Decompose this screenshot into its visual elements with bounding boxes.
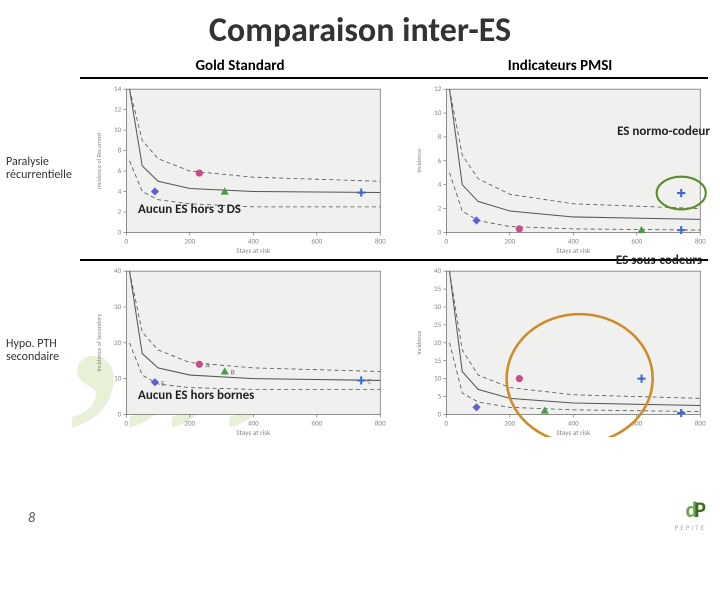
overlay-aucun-3ds: Aucun ES hors 3 DS <box>138 202 241 217</box>
svg-text:20: 20 <box>434 338 442 347</box>
svg-text:Incidence of Recurrent: Incidence of Recurrent <box>95 133 103 189</box>
slide-title: Comparaison inter-ES <box>0 0 720 51</box>
svg-text:200: 200 <box>184 237 195 246</box>
svg-text:C: C <box>367 377 371 386</box>
svg-text:Stays at risk: Stays at risk <box>236 246 271 255</box>
svg-text:600: 600 <box>311 419 322 428</box>
svg-text:40: 40 <box>434 266 442 275</box>
svg-text:30: 30 <box>434 302 442 311</box>
svg-text:800: 800 <box>695 237 706 246</box>
svg-text:2: 2 <box>438 204 442 213</box>
svg-text:0: 0 <box>438 228 442 237</box>
svg-text:0: 0 <box>125 237 129 246</box>
svg-text:6: 6 <box>118 166 122 175</box>
svg-text:20: 20 <box>114 338 122 347</box>
svg-text:Incidence: Incidence <box>415 331 423 355</box>
column-header-left: Gold Standard <box>80 57 400 77</box>
svg-text:400: 400 <box>248 419 259 428</box>
svg-text:0: 0 <box>438 410 442 419</box>
row-label-1: Paralysie récurrentielle <box>0 79 80 259</box>
svg-text:0: 0 <box>118 410 122 419</box>
svg-text:E: E <box>161 378 165 387</box>
svg-text:4: 4 <box>438 180 442 189</box>
svg-text:14: 14 <box>114 84 122 93</box>
svg-text:2: 2 <box>118 207 122 216</box>
svg-text:400: 400 <box>568 237 579 246</box>
overlay-sous: ES sous-codeurs <box>616 253 702 268</box>
svg-text:25: 25 <box>434 320 442 329</box>
svg-text:600: 600 <box>311 237 322 246</box>
svg-text:10: 10 <box>434 374 442 383</box>
svg-text:200: 200 <box>184 419 195 428</box>
svg-text:Stays at risk: Stays at risk <box>556 246 591 255</box>
svg-text:Stays at risk: Stays at risk <box>236 428 271 437</box>
overlay-normo: ES normo-codeur <box>617 124 710 139</box>
svg-text:8: 8 <box>438 132 442 141</box>
svg-text:0: 0 <box>125 419 129 428</box>
chart-top-right: 0 2 4 6 8 10 12 0 200 400 600 800 Stays at risk Incid… <box>408 83 712 255</box>
svg-text:12: 12 <box>434 84 442 93</box>
svg-text:400: 400 <box>568 419 579 428</box>
svg-text:0: 0 <box>118 228 122 237</box>
svg-text:15: 15 <box>434 356 442 365</box>
svg-text:Incidence: Incidence <box>415 149 423 173</box>
logo: dP PEPITE <box>675 496 706 532</box>
svg-text:12: 12 <box>114 105 122 114</box>
svg-text:5: 5 <box>438 392 442 401</box>
svg-text:0: 0 <box>445 237 449 246</box>
svg-text:6: 6 <box>438 156 442 165</box>
row-label-2: Hypo. PTH secondaire <box>0 261 80 441</box>
svg-text:10: 10 <box>434 108 442 117</box>
svg-text:35: 35 <box>434 284 442 293</box>
svg-text:800: 800 <box>375 237 386 246</box>
svg-text:4: 4 <box>118 187 122 196</box>
svg-text:200: 200 <box>504 237 515 246</box>
svg-text:Stays at risk: Stays at risk <box>556 428 591 437</box>
svg-text:200: 200 <box>504 419 515 428</box>
svg-text:Incidence of Secondary: Incidence of Secondary <box>95 314 103 372</box>
overlay-aucun-bornes: Aucun ES hors bornes <box>138 388 254 403</box>
column-header-right: Indicateurs PMSI <box>400 57 720 77</box>
svg-text:B: B <box>231 368 235 377</box>
svg-text:8: 8 <box>118 146 122 155</box>
chart-bottom-left: 0102030400200400600800Stays at riskIncid… <box>88 265 392 437</box>
svg-text:400: 400 <box>248 237 259 246</box>
svg-text:0: 0 <box>445 419 449 428</box>
page-number: 8 <box>28 509 35 526</box>
svg-text:800: 800 <box>695 419 706 428</box>
svg-text:600: 600 <box>631 237 642 246</box>
chart-top-left: 0 2 4 6 8 10 12 14 0 200 400 600 800 Stays at risk Inc… <box>88 83 392 255</box>
svg-text:40: 40 <box>114 266 122 275</box>
svg-text:10: 10 <box>114 374 122 383</box>
svg-text:30: 30 <box>114 302 122 311</box>
svg-text:10: 10 <box>114 125 122 134</box>
svg-text:800: 800 <box>375 419 386 428</box>
chart-bottom-right: 05101520253035400200400600800Stays at ri… <box>408 265 712 437</box>
